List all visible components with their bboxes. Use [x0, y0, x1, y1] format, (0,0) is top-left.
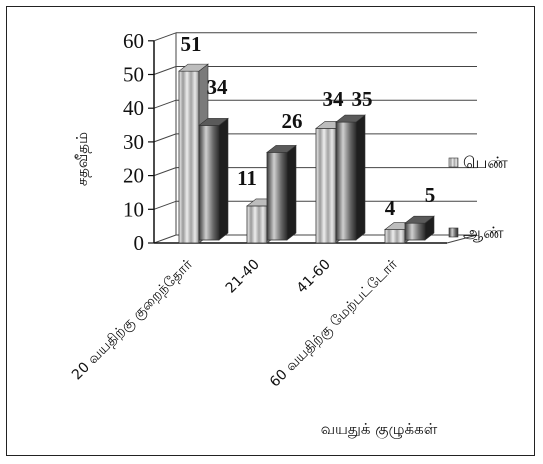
- bar: [246, 205, 268, 244]
- bar-chart: 0 10 20 30 40 50 60 20 வயதிற்கு குறைந்தோர் 21-40…: [69, 29, 508, 439]
- data-label: 4: [385, 196, 396, 220]
- legend-label: ஆண்: [463, 223, 504, 242]
- y-tick-label: 30: [123, 130, 144, 154]
- y-tick-label: 20: [123, 164, 144, 188]
- grid-slant: [153, 99, 177, 109]
- bar-side: [286, 144, 297, 241]
- bar: [404, 222, 426, 241]
- legend-swatch: [448, 227, 459, 238]
- grid-slant: [153, 200, 177, 210]
- x-tick-label: 20 வயதிற்கு குறைந்தோர்: [69, 256, 197, 384]
- bar-side: [218, 117, 229, 241]
- data-label: 34: [207, 75, 229, 99]
- grid-slant: [153, 167, 177, 177]
- data-label: 5: [425, 183, 436, 207]
- bar: [335, 121, 357, 241]
- legend-label: பெண்: [463, 153, 508, 172]
- bar-side: [355, 114, 366, 241]
- x-tick-label: 41-60: [294, 257, 334, 297]
- grid-slant: [153, 234, 177, 244]
- bar: [266, 151, 288, 241]
- bar-top: [404, 215, 435, 224]
- bar-top: [335, 114, 366, 123]
- legend: பெண் ஆண்: [448, 153, 508, 242]
- grid-slant: [153, 32, 177, 42]
- grid-slant: [153, 66, 177, 75]
- data-label: 34: [323, 87, 345, 111]
- floor-edge: [446, 234, 478, 244]
- x-axis-title: வயதுக் குழுக்கள்: [321, 420, 438, 439]
- data-label: 26: [282, 109, 303, 133]
- y-tick-label: 0: [134, 231, 145, 255]
- data-label: 51: [181, 32, 202, 56]
- bar: [384, 229, 406, 244]
- y-tick-label: 10: [123, 197, 144, 221]
- bar: [178, 70, 200, 244]
- data-label: 35: [352, 87, 373, 111]
- data-label: 11: [237, 166, 257, 190]
- bars: [178, 63, 435, 244]
- bar: [198, 125, 220, 241]
- bar-top: [178, 63, 209, 72]
- y-tick-label: 60: [123, 29, 144, 53]
- bar-top: [266, 145, 297, 153]
- x-tick-label: 60 வயதிற்கு மேற்பட்டோர்: [267, 256, 402, 391]
- grid-slant: [153, 133, 177, 143]
- chart-frame: 0 10 20 30 40 50 60 20 வயதிற்கு குறைந்தோர் 21-40…: [6, 6, 535, 456]
- bar: [315, 128, 337, 244]
- y-tick-label: 40: [123, 96, 144, 120]
- bar-top: [198, 118, 229, 126]
- y-axis-title: சதவீதம்: [73, 132, 91, 186]
- y-tick-label: 50: [123, 63, 144, 87]
- legend-swatch: [448, 157, 459, 168]
- x-tick-label: 21-40: [223, 257, 263, 297]
